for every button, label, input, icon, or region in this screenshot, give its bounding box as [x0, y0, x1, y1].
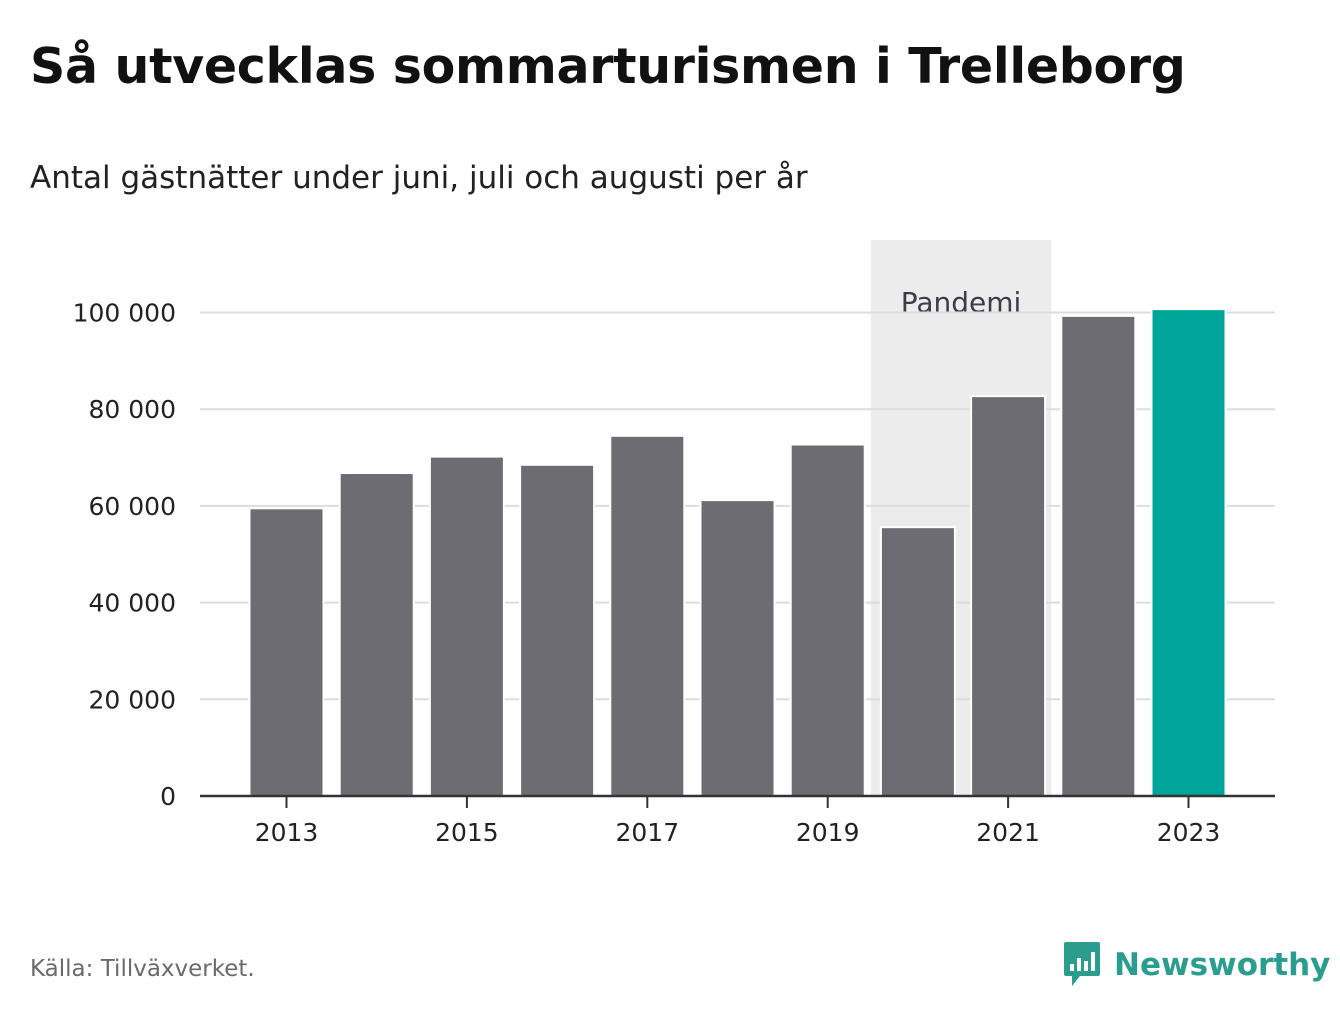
source-note: Källa: Tillväxverket.: [30, 956, 255, 982]
bar-2014: [338, 472, 415, 797]
bar-2022: [1060, 314, 1137, 797]
brand-logo: Newsworthy: [1062, 940, 1330, 990]
pandemic-label: Pandemi: [901, 286, 1022, 319]
chart-title: Så utvecklas sommarturismen i Trelleborg: [30, 38, 1186, 95]
bar-2021: [970, 395, 1047, 797]
x-tick-label: 2023: [1157, 818, 1221, 847]
x-tick-label: 2015: [435, 818, 499, 847]
bar-2020: [879, 526, 956, 797]
y-tick-label: 80 000: [89, 395, 176, 424]
y-tick-label: 100 000: [73, 299, 176, 328]
x-tick-label: 2019: [796, 818, 860, 847]
chart-subtitle: Antal gästnätter under juni, juli och au…: [30, 160, 808, 196]
y-tick-label: 40 000: [89, 589, 176, 618]
bar-2016: [519, 463, 596, 797]
y-axis-ticks: 0 20 000 40 000 60 000 80 000 100 000: [73, 299, 176, 811]
bar-2023: [1150, 308, 1227, 797]
x-tick-label: 2021: [976, 818, 1040, 847]
bar-2019: [789, 443, 866, 797]
bar-2018: [699, 499, 776, 797]
x-tick-label: 2013: [255, 818, 319, 847]
bar-2015: [428, 455, 505, 797]
newsworthy-logo-icon: [1064, 942, 1100, 986]
bar-chart: Pandemi 0 20 000 40 000 60 000 80 000 100 000…: [73, 240, 1275, 847]
x-axis-ticks: 2013 2015 2017 2019 2021 2023: [255, 796, 1221, 847]
x-tick-label: 2017: [615, 818, 679, 847]
bars: [248, 308, 1227, 797]
y-tick-label: 0: [160, 782, 176, 811]
bar-2017: [609, 434, 686, 797]
y-tick-label: 20 000: [89, 685, 176, 714]
brand-name: Newsworthy: [1114, 947, 1331, 983]
bar-2013: [248, 507, 325, 797]
y-tick-label: 60 000: [89, 492, 176, 521]
